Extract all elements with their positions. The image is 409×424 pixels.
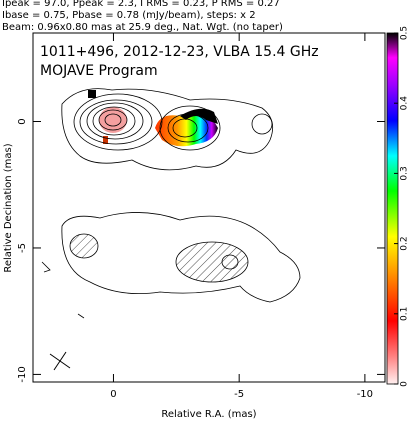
plot-title: 1011+496, 2012-12-23, VLBA 15.4 GHz xyxy=(40,44,319,60)
contour xyxy=(251,113,273,135)
contour xyxy=(172,118,198,138)
contour xyxy=(77,313,85,319)
x-tick-label: -5 xyxy=(234,389,244,400)
header-line: Ipeak = 97.0, Ppeak = 2.3, I RMS = 0.23,… xyxy=(2,0,280,9)
contour xyxy=(104,113,122,127)
contour xyxy=(221,254,239,270)
core-emission xyxy=(99,107,127,133)
contour xyxy=(98,109,128,131)
colorbar-tick-label: 0.4 xyxy=(400,96,409,111)
colorbar-tick-label: 0.1 xyxy=(400,307,409,321)
polarization xyxy=(103,136,108,144)
colorbar-tick-label: 0.5 xyxy=(400,26,409,40)
header-line: Ibase = 0.75, Pbase = 0.78 (mJy/beam), s… xyxy=(2,10,256,21)
y-tick-label: -5 xyxy=(17,243,28,253)
contour xyxy=(61,212,301,303)
contour xyxy=(175,241,249,283)
y-tick-label: 0 xyxy=(17,118,28,124)
x-axis-label: Relative R.A. (mas) xyxy=(161,409,256,420)
image xyxy=(41,88,301,371)
x-tick-label: 0 xyxy=(110,389,116,400)
y-tick-label: -10 xyxy=(17,366,28,382)
header-line: Beam: 0.96x0.80 mas at 25.9 deg., Nat. W… xyxy=(2,22,283,33)
x-tick-label: -10 xyxy=(357,389,373,400)
contour xyxy=(92,106,136,136)
polarization xyxy=(180,108,218,124)
polarization xyxy=(88,90,96,98)
contour xyxy=(69,233,99,259)
colorbar-tick-label: 0.2 xyxy=(400,236,409,250)
colorbar-tick-label: 0 xyxy=(400,381,409,387)
beam xyxy=(53,351,67,371)
contour xyxy=(41,261,51,273)
contour xyxy=(159,105,221,151)
contour xyxy=(167,113,209,143)
contour xyxy=(61,88,274,171)
contour xyxy=(79,99,153,145)
y-axis-label: Relative Decination (mas) xyxy=(3,143,14,272)
contour xyxy=(86,102,144,140)
plot-subtitle: MOJAVE Program xyxy=(40,63,158,79)
contour xyxy=(73,93,163,151)
plot-frame xyxy=(32,32,386,383)
colorbar-tick-label: 0.3 xyxy=(400,166,409,180)
colorbar xyxy=(386,32,399,385)
